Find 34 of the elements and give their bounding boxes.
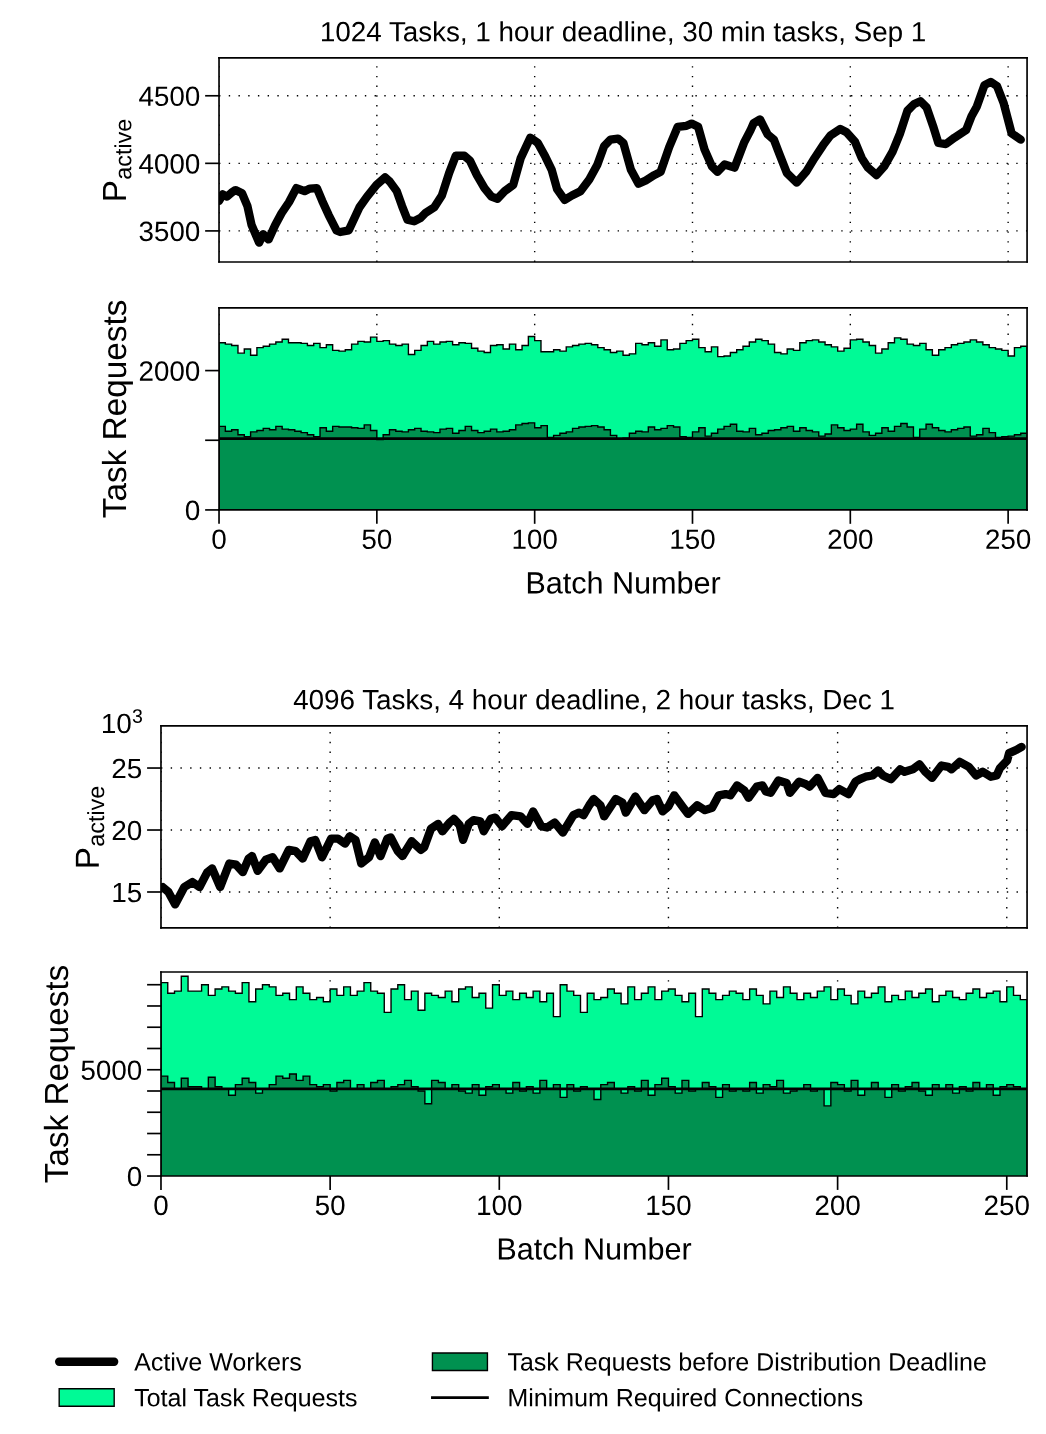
y-tick-label: 0: [185, 500, 200, 521]
y-tick-label: 4500: [139, 86, 200, 107]
y-tick-label: 0: [127, 1166, 142, 1187]
legend-label: Active Workers: [134, 1352, 301, 1371]
y-tick-label: 15: [113, 882, 142, 903]
x-axis-title: Batch Number: [527, 571, 721, 594]
x-tick-label: 150: [671, 529, 715, 550]
y-axis-title: Task Requests: [43, 965, 75, 1183]
y-tick-label: 2000: [139, 361, 200, 381]
y-tick-label: 20: [112, 820, 142, 841]
y-tick-label: 5000: [81, 1060, 142, 1081]
legend-label: Task Requests before Distribution Deadline: [508, 1352, 986, 1376]
x-tick-label: 50: [362, 529, 392, 550]
y-tick-label: 4000: [139, 154, 200, 174]
y-axis-title: P$_{active}$: [75, 786, 105, 867]
legend-label: Total Task Requests: [134, 1388, 357, 1412]
y-axis-title: P$_{active}$: [103, 119, 132, 200]
x-tick-label: 200: [815, 1195, 860, 1216]
x-tick-label: 100: [513, 529, 557, 550]
x-tick-label: 100: [478, 1195, 522, 1216]
legend-label: Minimum Required Connections: [509, 1388, 863, 1412]
chart-title: 1024 Tasks, 1 hour deadline, 30 min tasks, Sep 1: [322, 21, 925, 48]
x-tick-label: 0: [212, 529, 226, 550]
x-tick-label: 250: [986, 529, 1031, 550]
x-tick-label: 50: [315, 1195, 345, 1216]
text: 10$^{3}$: [103, 709, 142, 734]
y-tick-label: 25: [112, 758, 142, 779]
chart-title: 4096 Tasks, 4 hour deadline, 2 hour tasks, Dec 1: [293, 689, 894, 713]
x-tick-label: 250: [985, 1195, 1029, 1216]
y-axis-title: Task Requests: [101, 300, 133, 518]
x-axis-title: Batch Number: [498, 1237, 692, 1260]
y-tick-label: 3500: [139, 221, 200, 242]
x-tick-label: 200: [828, 529, 873, 550]
x-tick-label: 150: [647, 1195, 691, 1216]
